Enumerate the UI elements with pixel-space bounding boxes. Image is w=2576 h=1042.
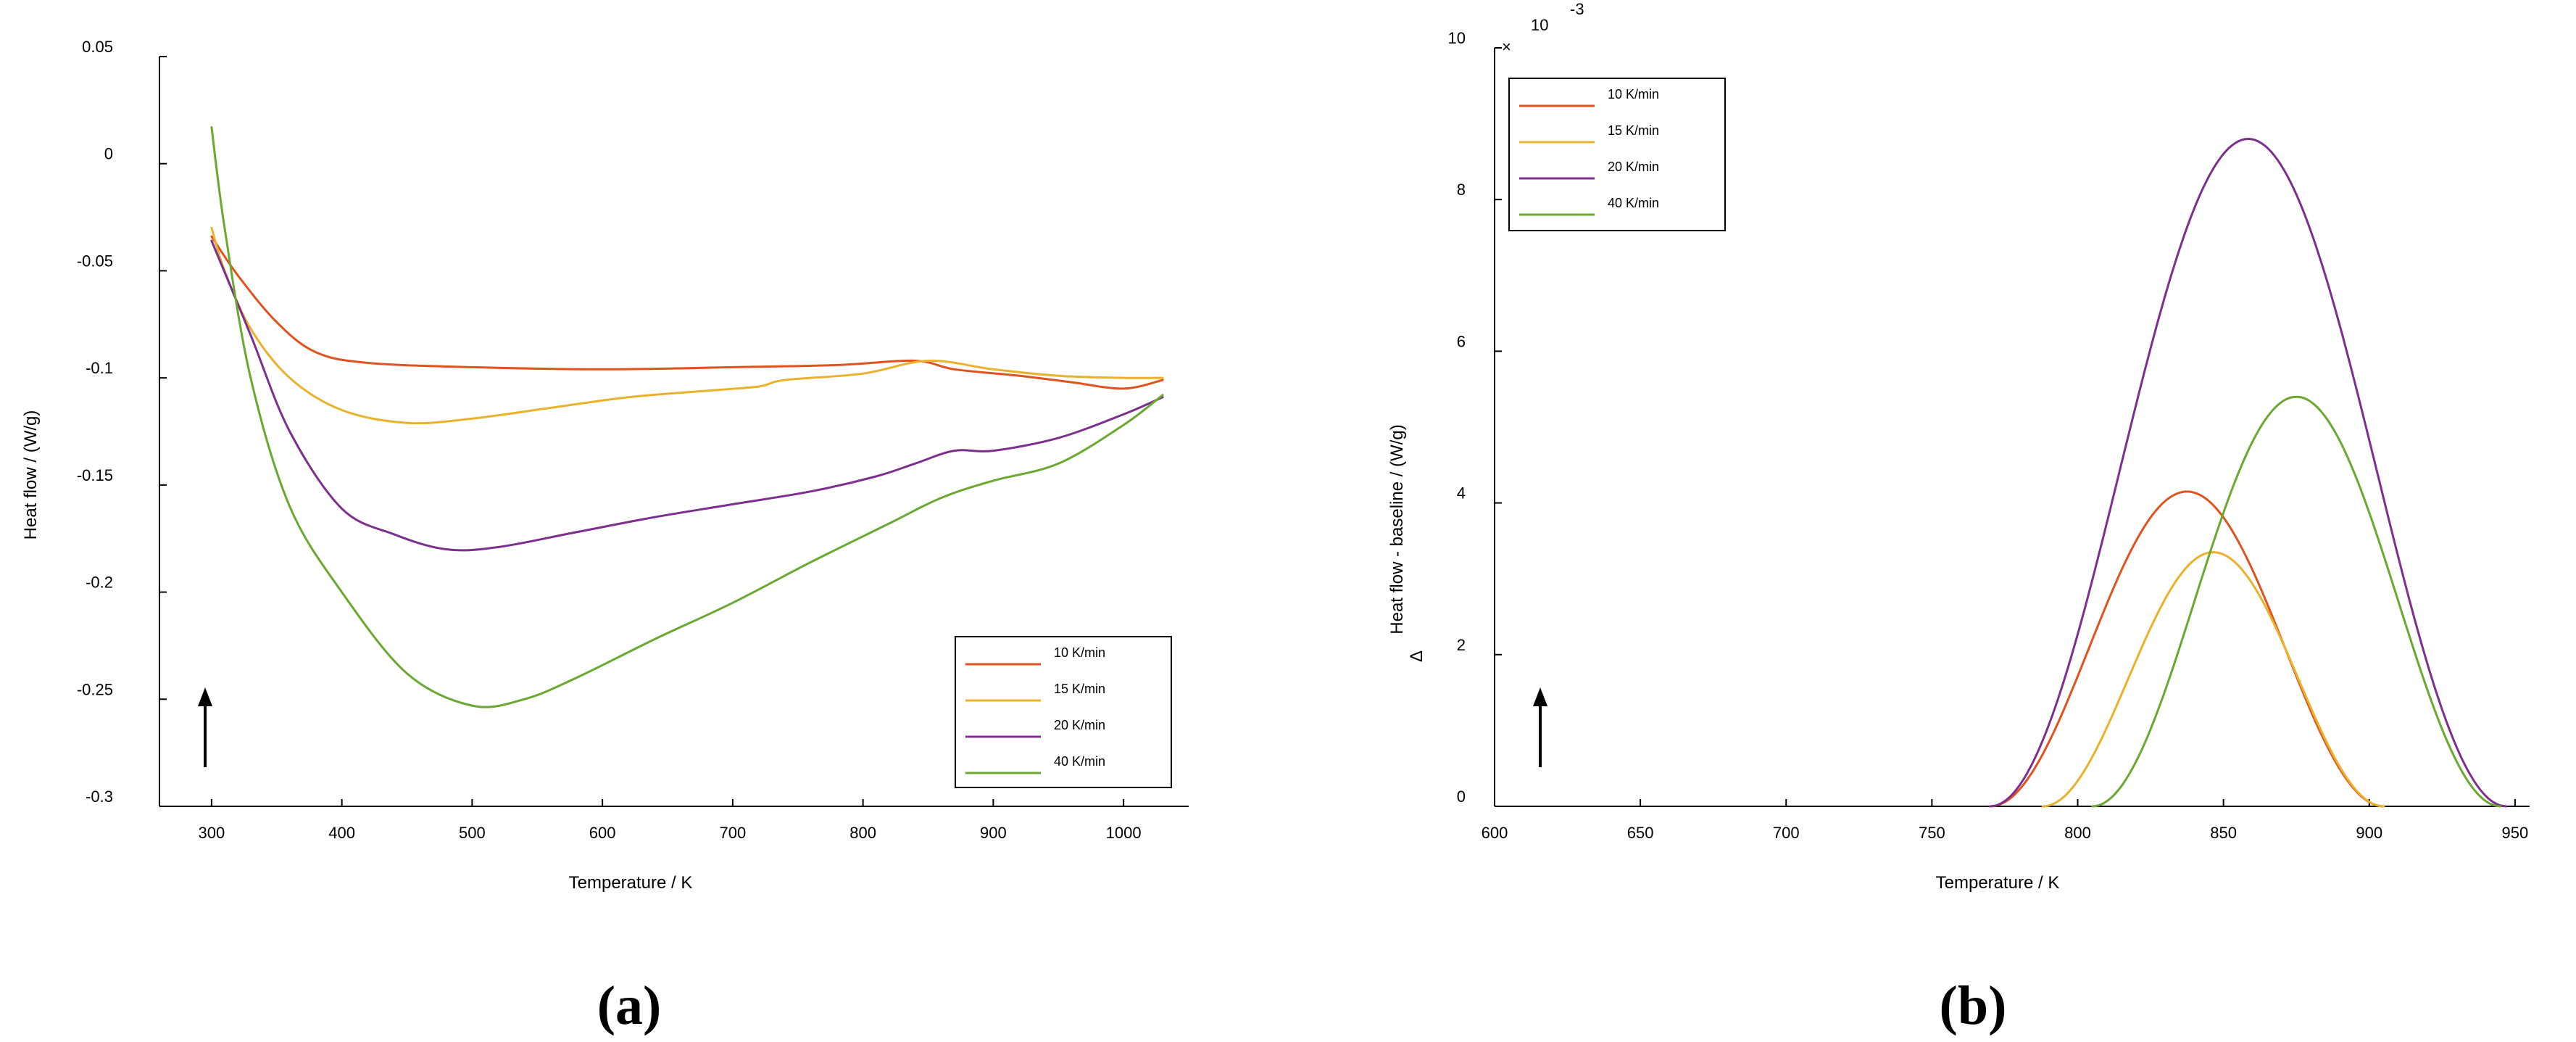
legend-label: 20 K/min — [1608, 160, 1659, 174]
y-tick-label-a: 0.05 — [82, 38, 113, 56]
x-tick-label-b: 850 — [2210, 824, 2237, 842]
series-line-a-40kmin — [210, 126, 1164, 708]
y-tick-label-b: 4 — [1457, 484, 1466, 503]
y-tick-label-a: -0.1 — [86, 359, 113, 377]
y-axis-title-b: Heat flow - baseline / (W/g) — [1387, 424, 1407, 634]
x-tick-label-a: 500 — [459, 824, 486, 842]
legend-label: 15 K/min — [1054, 682, 1105, 696]
y-tick-label-a: -0.25 — [77, 680, 113, 698]
y-axis-delta-b: ∆ — [1407, 650, 1426, 661]
x-tick-label-b: 800 — [2064, 824, 2091, 842]
series-line-a-10kmin — [210, 235, 1164, 390]
scale-base-b: 10 — [1531, 16, 1548, 34]
series-line-a-20kmin — [210, 239, 1164, 552]
series-curve-b-10kmin — [1989, 490, 2385, 808]
series-line-a-15kmin — [210, 226, 1164, 425]
panel-label-b: (b) — [1940, 975, 2007, 1036]
y-tick-label-b: 6 — [1457, 332, 1466, 350]
arrow-b-head — [1533, 687, 1547, 706]
y-tick-label-a: -0.15 — [77, 466, 113, 484]
x-axis-title-b: Temperature / K — [1936, 873, 2060, 893]
legend-label: 40 K/min — [1608, 196, 1659, 210]
x-tick-label-a: 1000 — [1106, 824, 1142, 842]
x-tick-label-a: 900 — [980, 824, 1007, 842]
scale-times-b: × — [1502, 38, 1511, 56]
x-tick-label-b: 600 — [1482, 824, 1508, 842]
x-tick-label-a: 400 — [328, 824, 355, 842]
legend-label: 40 K/min — [1054, 754, 1105, 769]
legend-label: 10 K/min — [1608, 87, 1659, 102]
x-tick-label-a: 800 — [849, 824, 876, 842]
x-tick-label-a: 300 — [199, 824, 225, 842]
series-curve-b-40kmin — [2091, 395, 2502, 808]
x-tick-label-b: 900 — [2356, 824, 2382, 842]
y-axis-title-a: Heat flow / (W/g) — [21, 410, 41, 540]
x-tick-label-b: 700 — [1773, 824, 1800, 842]
x-tick-label-a: 600 — [589, 824, 616, 842]
y-tick-label-a: -0.3 — [86, 787, 113, 806]
legend-box — [1508, 78, 1726, 231]
y-tick-label-b: 10 — [1448, 29, 1466, 47]
series-curve-b-20kmin — [1989, 138, 2508, 808]
y-tick-label-b: 2 — [1457, 636, 1466, 654]
y-tick-label-a: -0.05 — [77, 252, 113, 270]
y-tick-label-a: 0 — [104, 145, 113, 163]
x-tick-label-b: 950 — [2502, 824, 2529, 842]
y-tick-label-b: 0 — [1457, 787, 1466, 806]
x-tick-label-b: 650 — [1627, 824, 1654, 842]
legend-label: 15 K/min — [1608, 123, 1659, 138]
x-tick-label-a: 700 — [720, 824, 747, 842]
x-axis-title-a: Temperature / K — [569, 873, 693, 893]
panel-label-a: (a) — [597, 975, 662, 1036]
legend-label: 20 K/min — [1054, 718, 1105, 732]
arrow-a-head — [198, 687, 212, 706]
legend-box — [955, 636, 1172, 788]
y-tick-label-a: -0.2 — [86, 574, 113, 592]
x-tick-label-b: 750 — [1919, 824, 1945, 842]
scale-exponent-b: -3 — [1570, 0, 1584, 18]
legend-label: 10 K/min — [1054, 645, 1105, 660]
y-tick-label-b: 8 — [1457, 181, 1466, 199]
series-curve-b-15kmin — [2041, 551, 2385, 808]
